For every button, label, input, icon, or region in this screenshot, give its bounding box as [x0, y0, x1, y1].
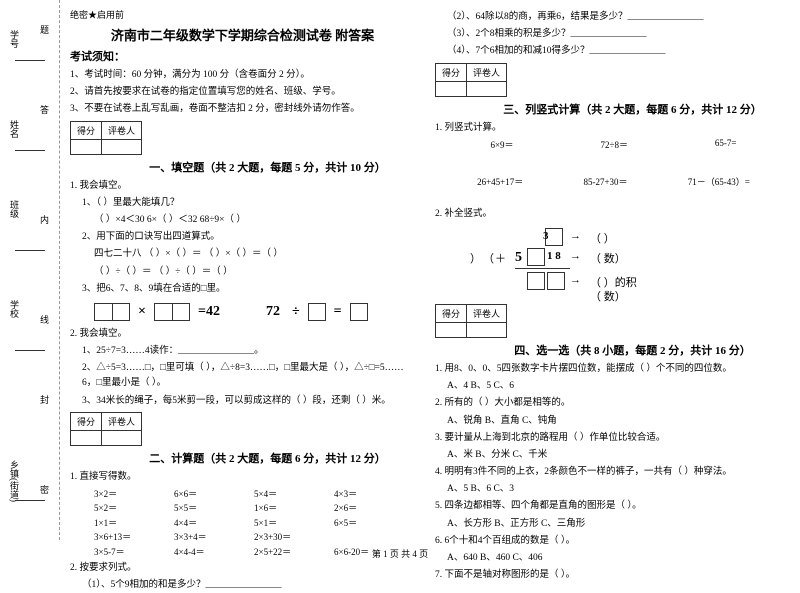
- seal-6: 密: [38, 485, 51, 494]
- box-equation-row: × =42 72 ÷ =: [94, 303, 415, 321]
- column-right: （2）、64除以8的商，再乘6，结果是多少？________________ （…: [425, 0, 790, 540]
- paren-r: ）: [470, 250, 481, 266]
- s4-2o: A、锐角 B、直角 C、钝角: [447, 414, 780, 429]
- arrow-icon: →: [570, 250, 581, 262]
- equals-icon: =: [334, 304, 342, 320]
- q1-stem: 1. 我会填空。: [70, 179, 415, 194]
- s2-q2: 2. 按要求列式。: [70, 561, 415, 576]
- calc-row: 6×9＝72÷8＝65-7=: [447, 138, 780, 151]
- arrow-icon: →: [570, 274, 581, 286]
- grader-label: 评卷人: [102, 121, 142, 139]
- s4-1: 1. 用8、0、0、5四张数字卡片摆四位数，能摆成（ ）个不同的四位数。: [435, 362, 780, 377]
- col2-top-3: （4）、7个6相加的和减10得多少？________________: [447, 44, 780, 59]
- times-icon: ×: [138, 304, 146, 320]
- s4-5: 5. 四条边都相等、四个角都是直角的图形是（ ）。: [435, 499, 780, 514]
- num-5: 5: [515, 250, 522, 266]
- s2-q1: 1. 直接写得数。: [70, 470, 415, 485]
- notice-2: 2、请首先按要求在试卷的指定位置填写您的姓名、班级、学号。: [70, 85, 415, 100]
- score-table: 得分评卷人: [435, 63, 507, 97]
- seal-2: 答: [38, 105, 51, 114]
- column-left: 绝密★启用前 济南市二年级数学下学期综合检测试卷 附答案 考试须知： 1、考试时…: [60, 0, 425, 540]
- plus-label: ＋: [495, 250, 506, 266]
- s4-3: 3. 要计量从上海到北京的路程用（ ）作单位比较合适。: [435, 431, 780, 446]
- score-label: 得分: [71, 121, 102, 139]
- box-pair: [94, 303, 130, 321]
- q1-item-2: （ ）×4＜30 6×（ ）＜32 68÷9×（ ）: [94, 213, 415, 228]
- score-table: 得分评卷人: [70, 412, 142, 446]
- num-18: 1 8: [547, 250, 561, 262]
- divide-icon: ÷: [292, 304, 300, 320]
- single-box: [308, 303, 326, 321]
- q1-item-5: （ ）÷（ ）＝ （ ）÷（ ）＝（ ）: [94, 265, 415, 280]
- sidebar-line: [15, 350, 45, 351]
- sidebar-label-xiangzhen: 乡镇(街道): [8, 460, 21, 502]
- sidebar-label-banji: 班级: [8, 200, 21, 218]
- sidebar-line: [15, 150, 45, 151]
- s3-q2: 2. 补全竖式。: [435, 207, 780, 222]
- seal-5: 封: [38, 395, 51, 404]
- q2-item-2: 2、△÷5=3……□，□里可填（ ），△÷8=3……□，□里最大是（ ），△÷□…: [82, 361, 415, 391]
- q1-item-3: 2、用下面的口诀写出四道算式。: [82, 230, 415, 245]
- page-footer: 第 1 页 共 4 页: [0, 547, 800, 560]
- q1-item-6: 3、把6、7、8、9填在合适的□里。: [82, 282, 415, 297]
- s3-q1: 1. 列竖式计算。: [435, 121, 780, 136]
- s4-1o: A、4 B、5 C、6: [447, 379, 780, 394]
- s4-4: 4. 明明有3件不同的上衣，2条颜色不一样的裤子，一共有（ ）种穿法。: [435, 465, 780, 480]
- section4-title: 四、选一选（共 8 小题，每题 2 分，共计 16 分）: [485, 342, 780, 358]
- dia-box-bot2: [547, 272, 565, 290]
- main-content: 绝密★启用前 济南市二年级数学下学期综合检测试卷 附答案 考试须知： 1、考试时…: [60, 0, 800, 540]
- label-top: （ ）: [590, 230, 615, 246]
- notice-3: 3、不要在试卷上乱写乱画，卷面不整洁扣 2 分，密封线外请勿作答。: [70, 102, 415, 117]
- score-table: 得分评卷人: [70, 121, 142, 155]
- label-mid: （ 数）: [590, 250, 626, 266]
- s4-5o: A、长方形 B、正方形 C、三角形: [447, 517, 780, 532]
- sidebar-line: [15, 250, 45, 251]
- section1-title: 一、填空题（共 2 大题，每题 5 分，共计 10 分）: [120, 159, 415, 175]
- seal-1: 题: [38, 25, 51, 34]
- notice-1: 1、考试时间：60 分钟，满分为 100 分（含卷面分 2 分）。: [70, 68, 415, 83]
- dia-box-bot1: [527, 272, 545, 290]
- calc-row: 26+45+17＝85-27+30＝71－（65-43）=: [447, 175, 780, 188]
- section2-title: 二、计算题（共 2 大题，每题 6 分，共计 12 分）: [120, 450, 415, 466]
- q1-item-4: 四七二十八 （ ）×（ ）＝ （ ）×（ ）＝（ ）: [94, 247, 415, 262]
- sidebar-line: [15, 60, 45, 61]
- q2-stem: 2. 我会填空。: [70, 327, 415, 342]
- seal-3: 内: [38, 215, 51, 224]
- eq-42: =42: [198, 304, 220, 320]
- section3-title: 三、列竖式计算（共 2 大题，每题 6 分，共计 12 分）: [485, 101, 780, 117]
- dia-box-mid: [527, 248, 545, 266]
- notice-title: 考试须知：: [70, 48, 415, 64]
- single-box: [350, 303, 368, 321]
- q2-item-3: 3、34米长的绳子，每5米剪一段，可以剪成这样的（ ）段，还剩（ ）米。: [82, 394, 415, 409]
- s2-q2-1: （1）、5个9相加的和是多少？________________: [82, 578, 415, 593]
- confidential-label: 绝密★启用前: [70, 8, 415, 21]
- exam-title: 济南市二年级数学下学期综合检测试卷 附答案: [70, 25, 415, 44]
- vertical-calc-diagram: 3 → （ ） ＋ （ ） 5 1 8 → （ 数） → （ ）的积 （ 数）: [465, 228, 780, 298]
- s4-7: 7. 下面不是轴对称图形的是（ ）。: [435, 568, 780, 583]
- score-table: 得分评卷人: [435, 304, 507, 338]
- paren-l: （: [483, 250, 494, 266]
- num-3: 3: [543, 230, 549, 242]
- col2-top-2: （3）、2个8相乘的积是多少？________________: [447, 27, 780, 42]
- q1-item-1: 1、（ ）里最大能填几？: [82, 196, 415, 211]
- col2-top-1: （2）、64除以8的商，再乘6，结果是多少？________________: [447, 10, 780, 25]
- sidebar-line: [15, 500, 45, 501]
- num-72: 72: [266, 304, 280, 320]
- sidebar-label-xingming: 姓名: [8, 120, 21, 138]
- label-bot2: （ 数）: [590, 288, 626, 304]
- calc-line: [515, 268, 570, 269]
- exam-sidebar: 学号 姓名 班级 学校 乡镇(街道) 题 答 内 线 封 密: [0, 0, 60, 540]
- seal-4: 线: [38, 315, 51, 324]
- s4-3o: A、米 B、分米 C、千米: [447, 448, 780, 463]
- q2-item-1: 1、25÷7=3……4读作：________________。: [82, 344, 415, 359]
- box-pair: [154, 303, 190, 321]
- arrow-icon: →: [570, 230, 581, 242]
- s4-4o: A、5 B、6 C、3: [447, 482, 780, 497]
- sidebar-label-xuexiao: 学校: [8, 300, 21, 318]
- sidebar-label-xuehao: 学号: [8, 30, 21, 48]
- s4-2: 2. 所有的（ ）大小都是相等的。: [435, 396, 780, 411]
